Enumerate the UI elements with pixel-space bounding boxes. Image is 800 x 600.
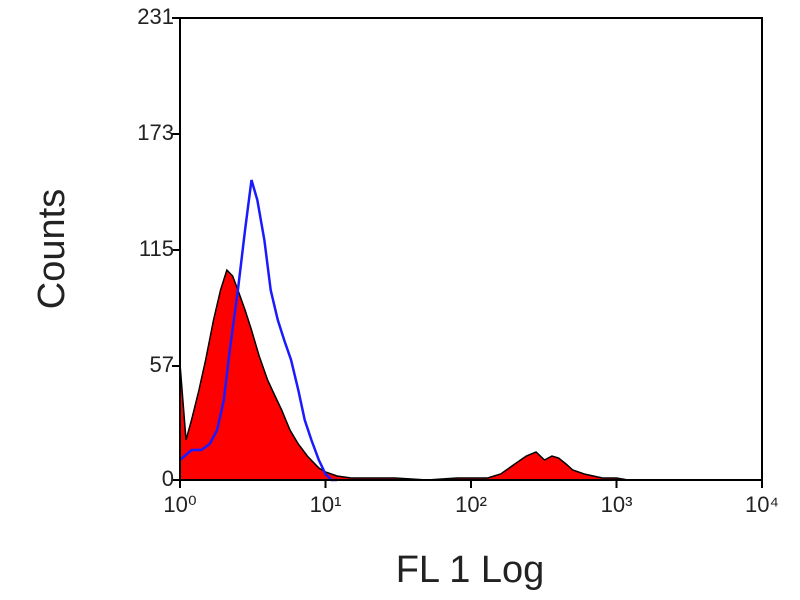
histogram-area <box>179 268 629 481</box>
x-tick-label: 10³ <box>601 492 633 517</box>
x-axis-title: FL 1 Log <box>396 549 545 591</box>
y-tick-label: 231 <box>137 4 174 29</box>
x-tick-label: 10⁴ <box>745 492 779 517</box>
histogram-line <box>179 179 338 482</box>
y-tick-label: 173 <box>137 120 174 145</box>
x-tick-label: 10⁰ <box>163 492 196 517</box>
x-tick-label: 10¹ <box>310 492 342 517</box>
y-tick-label: 115 <box>139 236 174 261</box>
x-tick-label: 10² <box>455 492 487 517</box>
y-tick-label: 57 <box>150 352 174 377</box>
y-tick-label: 0 <box>162 466 174 491</box>
y-axis-title: Counts <box>31 189 73 309</box>
